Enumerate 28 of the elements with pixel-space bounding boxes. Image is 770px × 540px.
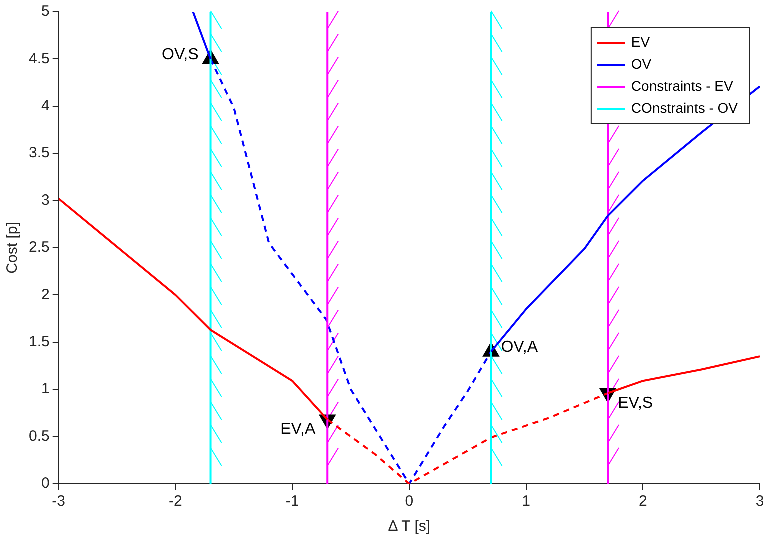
legend-label: EV	[631, 34, 651, 50]
legend-label: Constraints - EV	[631, 78, 734, 94]
y-tick-label: 2.5	[28, 239, 50, 256]
x-tick-label: -3	[52, 493, 66, 510]
x-tick-label: -2	[169, 493, 182, 510]
x-tick-label: 1	[522, 493, 530, 510]
x-axis-title: Δ T [s]	[388, 518, 431, 536]
y-tick-label: 3	[42, 192, 50, 209]
y-tick-label: 2	[42, 286, 50, 304]
y-tick-label: 4	[42, 98, 50, 115]
x-tick-label: 3	[756, 493, 764, 510]
legend-label: COnstraints - OV	[631, 100, 739, 116]
y-tick-label: 5	[42, 3, 50, 20]
x-tick-label: -1	[286, 493, 300, 510]
y-tick-label: 1.5	[28, 334, 50, 351]
annotation: OV,A	[501, 339, 538, 356]
annotation: EV,S	[618, 394, 654, 412]
y-tick-label: 1	[42, 380, 50, 398]
y-tick-label: 0.5	[28, 428, 50, 445]
y-axis-title: Cost [p]	[4, 222, 22, 274]
y-tick-label: 3.5	[28, 144, 50, 162]
y-tick-label: 4.5	[28, 50, 50, 68]
annotation: EV,A	[280, 421, 316, 438]
x-tick-label: 2	[638, 493, 648, 510]
x-tick-label: 0	[405, 493, 414, 510]
y-tick-label: 0	[42, 475, 50, 492]
legend-label: OV	[631, 56, 652, 72]
annotation: OV,S	[162, 46, 199, 64]
